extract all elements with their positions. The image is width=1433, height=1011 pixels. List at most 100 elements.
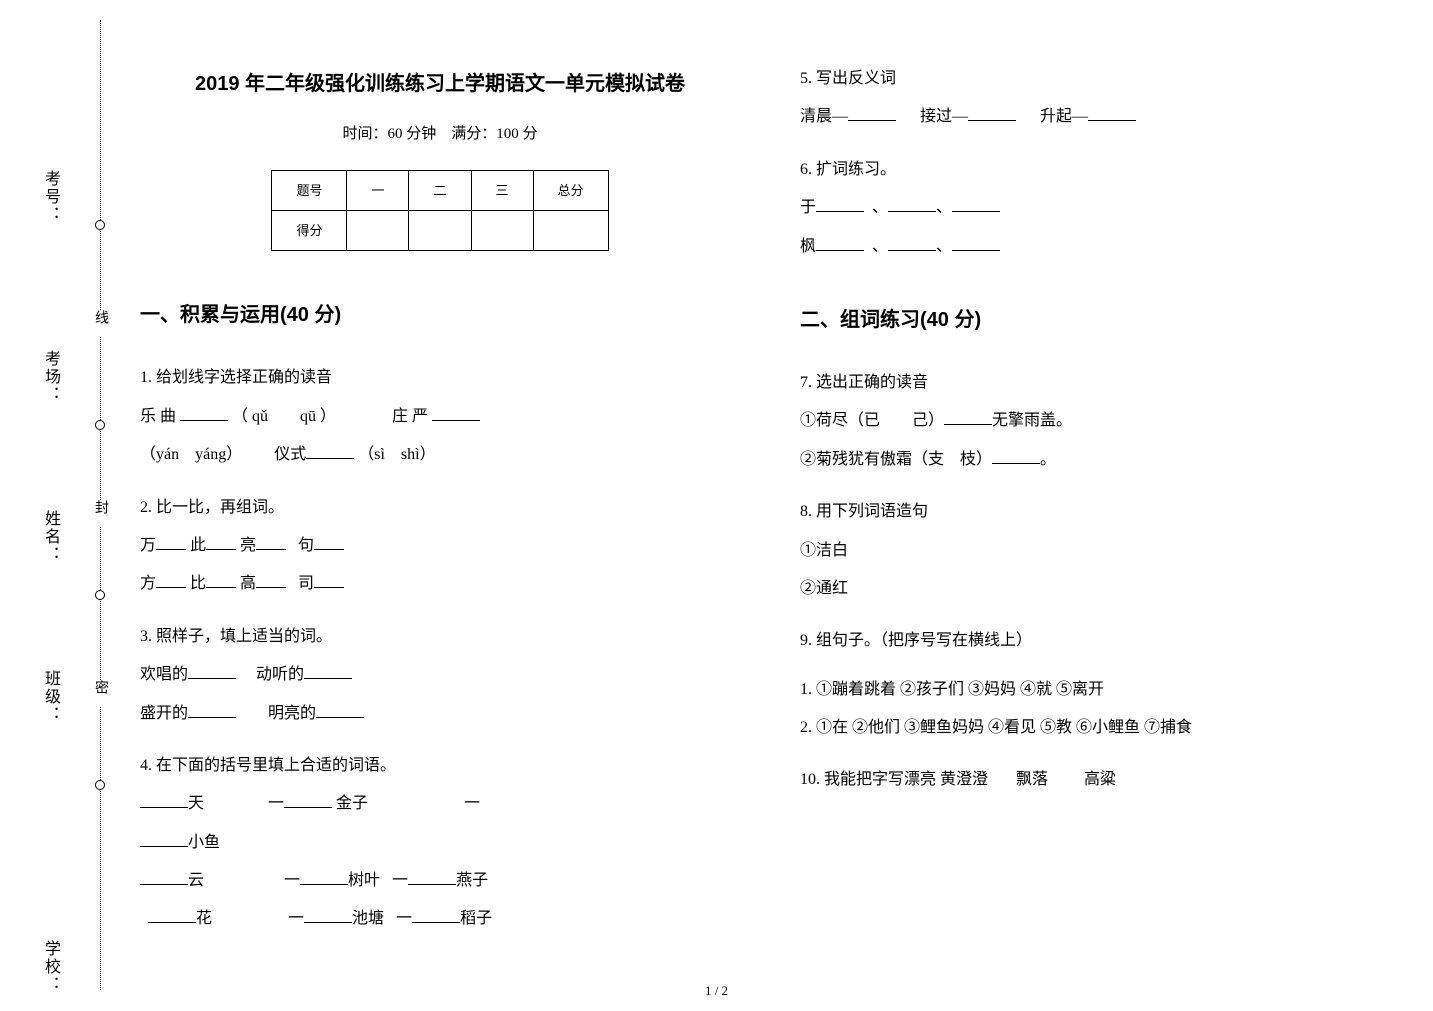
blank <box>188 702 236 718</box>
q3-row: 盛开的 明亮的 <box>140 695 740 733</box>
binding-seal-feng: 封 <box>90 500 110 526</box>
q4-word: 一 <box>464 795 480 812</box>
q4-word: 一 <box>288 910 304 927</box>
binding-seal-mi: 密 <box>90 680 110 706</box>
q10-word: 高粱 <box>1084 771 1116 788</box>
question-1: 1. 给划线字选择正确的读音 乐 曲 （ qǔ qū ） 庄 严 （yán yá… <box>140 359 740 474</box>
table-row: 题号 一 二 三 总分 <box>272 171 608 211</box>
binding-margin: 考号： 考场： 姓名： 班级： 学校： 线 封 密 <box>0 0 120 1011</box>
score-row-label: 得分 <box>272 211 347 251</box>
q7-title: 7. 选出正确的读音 <box>800 364 1400 402</box>
q8-title: 8. 用下列词语造句 <box>800 493 1400 531</box>
score-cell <box>347 211 409 251</box>
blank <box>140 869 188 885</box>
blank <box>306 443 354 459</box>
q1-line: 乐 曲 （ qǔ qū ） 庄 严 <box>140 398 740 436</box>
spacer <box>800 661 1400 671</box>
q2-row: 方 比 高 司 <box>140 565 740 603</box>
blank <box>968 105 1016 121</box>
score-cell <box>471 211 533 251</box>
page-number: 1 / 2 <box>705 983 728 999</box>
q2-char: 此 <box>190 537 206 554</box>
q10-word: 飘落 <box>1016 771 1048 788</box>
q1-line: （yán yáng） 仪式 （sì shì） <box>140 436 740 474</box>
q2-char: 高 <box>240 575 256 592</box>
q1-text: （ qǔ qū ） <box>232 408 336 425</box>
exam-title: 2019 年二年级强化训练练习上学期语文一单元模拟试卷 <box>140 60 740 108</box>
blank <box>816 196 864 212</box>
q2-char: 亮 <box>240 537 256 554</box>
binding-label-name: 姓名： <box>38 510 62 564</box>
q5-item: 清晨— <box>800 108 848 125</box>
question-3: 3. 照样子，填上适当的词。 欢唱的 动听的 盛开的 明亮的 <box>140 618 740 733</box>
page-content: 2019 年二年级强化训练练习上学期语文一单元模拟试卷 时间：60 分钟 满分：… <box>140 60 1400 980</box>
blank <box>408 869 456 885</box>
score-cell <box>409 211 471 251</box>
blank <box>284 792 332 808</box>
section-heading-1: 一、积累与运用(40 分) <box>140 291 740 339</box>
blank <box>156 572 186 588</box>
q7-text: ①荷尽（已 己） <box>800 412 944 429</box>
binding-label-exam-room: 考场： <box>38 350 62 404</box>
q4-word: 一 <box>396 910 412 927</box>
q9-title: 9. 组句子。（把序号写在横线上） <box>800 622 1400 660</box>
blank <box>816 235 864 251</box>
q4-word: 小鱼 <box>188 834 220 851</box>
q4-word: 天 <box>188 795 204 812</box>
blank <box>316 702 364 718</box>
q2-row: 万 此 亮 句 <box>140 527 740 565</box>
blank <box>952 235 1000 251</box>
q4-word: 一 <box>392 872 408 889</box>
blank <box>848 105 896 121</box>
q5-item: 升起— <box>1040 108 1088 125</box>
q4-row: 小鱼 <box>140 824 740 862</box>
question-6: 6. 扩词练习。 于 、、 枫 、、 <box>800 151 1400 266</box>
q4-word: 一 <box>284 872 300 889</box>
binding-label-school: 学校： <box>38 940 62 994</box>
blank <box>944 409 992 425</box>
q7-text: 无擎雨盖。 <box>992 412 1072 429</box>
q7-row: ①荷尽（已 己） 无擎雨盖。 <box>800 402 1400 440</box>
q8-item: ①洁白 <box>800 532 1400 570</box>
q6-title: 6. 扩词练习。 <box>800 151 1400 189</box>
q5-item: 接过— <box>920 108 968 125</box>
blank <box>256 534 286 550</box>
q7-text: 。 <box>1040 451 1056 468</box>
score-col-label: 题号 <box>272 171 347 211</box>
blank <box>1088 105 1136 121</box>
binding-circle <box>95 420 105 430</box>
q4-word: 稻子 <box>460 910 492 927</box>
table-row: 得分 <box>272 211 608 251</box>
q10-word: 黄澄澄 <box>940 771 988 788</box>
q3-row: 欢唱的 动听的 <box>140 656 740 694</box>
q4-word: 金子 <box>336 795 368 812</box>
blank <box>188 663 236 679</box>
q6-char: 于 <box>800 199 816 216</box>
q3-item: 动听的 <box>256 666 304 683</box>
q1-text: 乐 曲 <box>140 408 180 425</box>
q2-char: 司 <box>298 575 314 592</box>
q7-row: ②菊残犹有傲霜（支 枝） 。 <box>800 441 1400 479</box>
q4-word: 云 <box>188 872 204 889</box>
blank <box>304 907 352 923</box>
binding-circle <box>95 780 105 790</box>
score-cell <box>533 211 608 251</box>
blank <box>888 235 936 251</box>
blank <box>140 792 188 808</box>
q3-title: 3. 照样子，填上适当的词。 <box>140 618 740 656</box>
q4-word: 一 <box>268 795 284 812</box>
binding-circle <box>95 590 105 600</box>
blank <box>206 534 236 550</box>
q9-sentence: 1. ①蹦着跳着 ②孩子们 ③妈妈 ④就 ⑤离开 <box>800 671 1400 709</box>
q4-title: 4. 在下面的括号里填上合适的词语。 <box>140 747 740 785</box>
q2-char: 比 <box>190 575 206 592</box>
blank <box>304 663 352 679</box>
q2-char: 万 <box>140 537 156 554</box>
score-table: 题号 一 二 三 总分 得分 <box>271 170 608 251</box>
q7-text: ②菊残犹有傲霜（支 枝） <box>800 451 992 468</box>
q1-text: 仪式 <box>274 446 306 463</box>
section-heading-2: 二、组词练习(40 分) <box>800 296 1400 344</box>
q4-word: 燕子 <box>456 872 488 889</box>
blank <box>256 572 286 588</box>
q4-word: 花 <box>196 910 212 927</box>
